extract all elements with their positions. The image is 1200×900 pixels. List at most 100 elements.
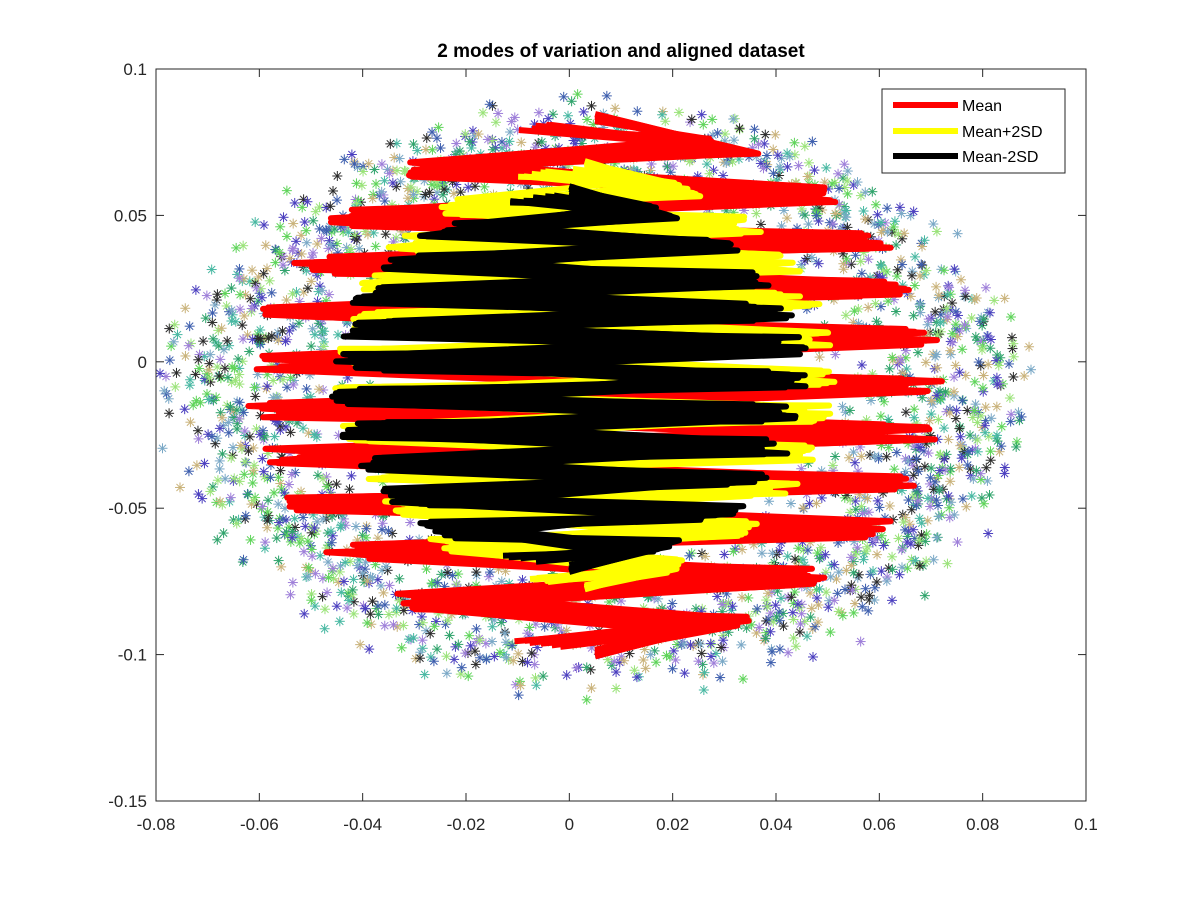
scatter-point — [776, 593, 787, 604]
scatter-point — [894, 202, 905, 213]
scatter-point — [743, 592, 754, 603]
scatter-point — [820, 549, 831, 560]
scatter-point — [695, 639, 706, 650]
scatter-point — [455, 187, 466, 198]
scatter-point — [718, 170, 729, 181]
scatter-point — [566, 96, 577, 107]
scatter-point — [346, 470, 357, 481]
scatter-point — [402, 193, 413, 204]
scatter-point — [942, 303, 953, 314]
scatter-point — [869, 451, 880, 462]
scatter-point — [229, 363, 240, 374]
scatter-point — [206, 431, 217, 442]
scatter-point — [899, 228, 910, 239]
scatter-point — [1024, 341, 1035, 352]
scatter-point — [435, 143, 446, 154]
scatter-point — [460, 648, 471, 659]
scatter-point — [717, 656, 728, 667]
scatter-point — [251, 282, 262, 293]
scatter-point — [308, 247, 319, 258]
scatter-point — [281, 185, 292, 196]
scatter-point — [275, 465, 286, 476]
scatter-point — [969, 405, 980, 416]
scatter-point — [947, 328, 958, 339]
scatter-point — [829, 559, 840, 570]
scatter-point — [287, 526, 298, 537]
scatter-point — [887, 564, 898, 575]
scatter-point — [327, 563, 338, 574]
scatter-point — [756, 548, 767, 559]
scatter-point — [239, 310, 250, 321]
scatter-point — [947, 337, 958, 348]
scatter-point — [231, 518, 242, 529]
scatter-point — [249, 382, 260, 393]
scatter-point — [869, 594, 880, 605]
scatter-point — [270, 257, 281, 268]
scatter-point — [321, 202, 332, 213]
scatter-point — [319, 623, 330, 634]
y-tick-label: -0.1 — [118, 646, 147, 665]
scatter-point — [749, 133, 760, 144]
scatter-point — [180, 303, 191, 314]
scatter-point — [700, 551, 711, 562]
scatter-point — [857, 601, 868, 612]
scatter-point — [344, 484, 355, 495]
scatter-point — [299, 608, 310, 619]
scatter-point — [833, 567, 844, 578]
scatter-point — [215, 354, 226, 365]
scatter-point — [882, 226, 893, 237]
scatter-point — [260, 537, 271, 548]
scatter-point — [914, 299, 925, 310]
scatter-point — [954, 462, 965, 473]
scatter-point — [563, 110, 574, 121]
scatter-point — [233, 353, 244, 364]
scatter-point — [961, 501, 972, 512]
scatter-point — [336, 587, 347, 598]
plot-area — [156, 69, 1086, 801]
scatter-point — [921, 265, 932, 276]
scatter-point — [856, 359, 867, 370]
scatter-point — [234, 273, 245, 284]
scatter-point — [768, 144, 779, 155]
scatter-point — [317, 285, 328, 296]
scatter-point — [895, 354, 906, 365]
scatter-point — [860, 214, 871, 225]
scatter-point — [226, 305, 237, 316]
scatter-point — [667, 598, 678, 609]
scatter-point — [881, 266, 892, 277]
scatter-point — [872, 549, 883, 560]
scatter-point — [248, 495, 259, 506]
scatter-point — [910, 251, 921, 262]
scatter-point — [718, 635, 729, 646]
scatter-point — [728, 114, 739, 125]
scatter-point — [858, 206, 869, 217]
scatter-point — [949, 264, 960, 275]
scatter-point — [847, 585, 858, 596]
scatter-point — [931, 349, 942, 360]
scatter-point — [487, 636, 498, 647]
scatter-point — [398, 620, 409, 631]
scatter-point — [212, 475, 223, 486]
scatter-point — [903, 495, 914, 506]
scatter-point — [992, 430, 1003, 441]
scatter-point — [852, 177, 863, 188]
scatter-point — [856, 451, 867, 462]
scatter-point — [939, 454, 950, 465]
scatter-point — [306, 276, 317, 287]
scatter-point — [848, 607, 859, 618]
scatter-point — [207, 307, 218, 318]
scatter-point — [228, 442, 239, 453]
scatter-point — [916, 518, 927, 529]
scatter-point — [314, 384, 325, 395]
scatter-point — [259, 432, 270, 443]
scatter-point — [280, 336, 291, 347]
scatter-point — [238, 554, 249, 565]
scatter-point — [581, 694, 592, 705]
y-tick-label: 0.05 — [114, 206, 147, 225]
scatter-point — [871, 316, 882, 327]
scatter-point — [455, 669, 466, 680]
scatter-point — [334, 616, 345, 627]
scatter-point — [184, 321, 195, 332]
scatter-point — [175, 482, 186, 493]
scatter-point — [275, 221, 286, 232]
